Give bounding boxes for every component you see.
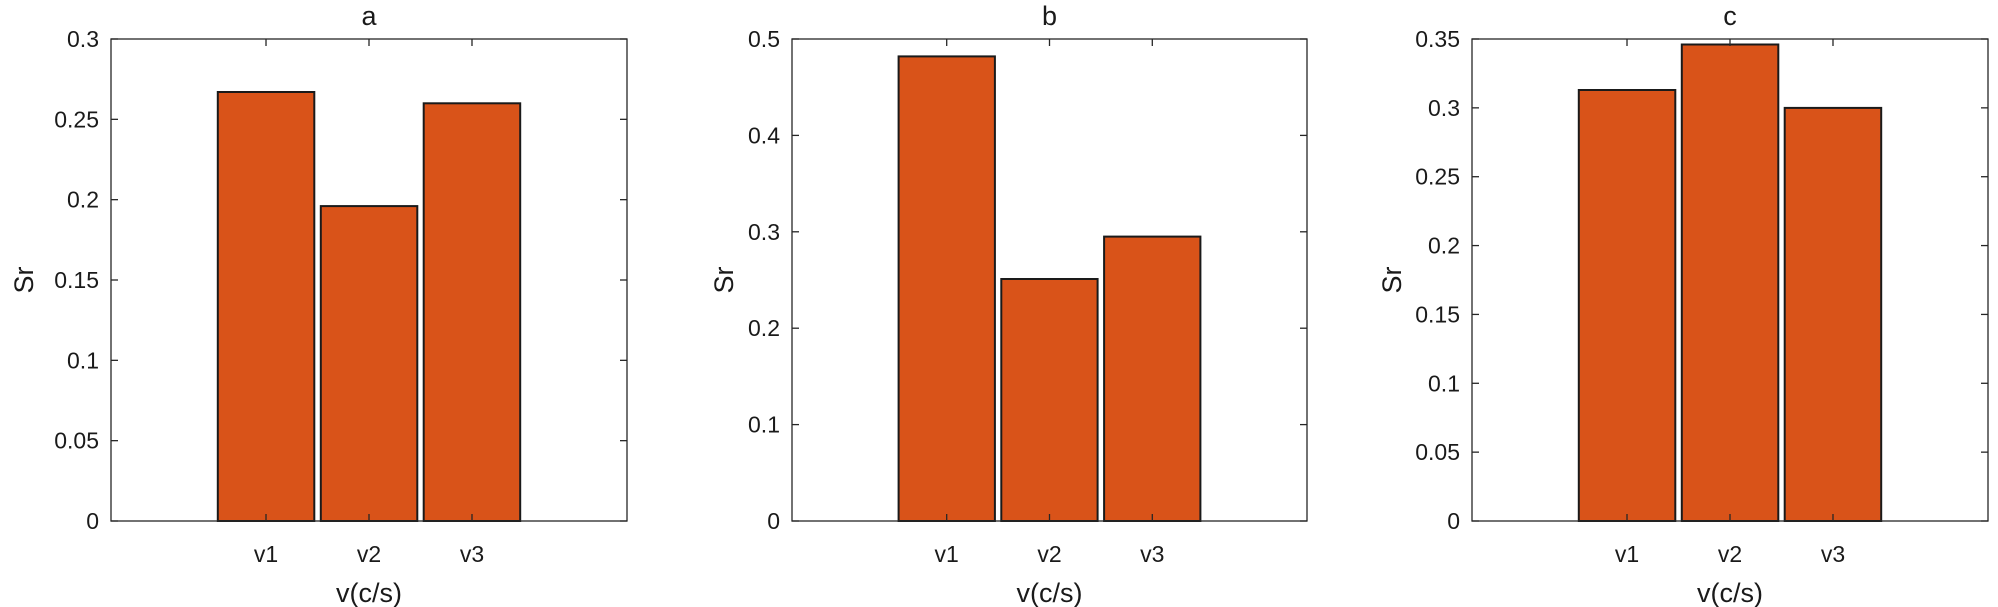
y-tick-label: 0.1 xyxy=(748,412,780,438)
chart-title: c xyxy=(1723,1,1737,31)
bar-v3 xyxy=(1103,235,1202,522)
y-axis-label: Sr xyxy=(9,266,39,293)
y-tick-label: 0 xyxy=(1447,508,1460,534)
panel-a: 0 0.05 0.1 0.15 0.2 0.25 0.3 v1 v2 v3 a v(c/s) Sr xyxy=(9,1,628,607)
y-tick-label: 0.2 xyxy=(1428,233,1460,259)
x-axis-label: v(c/s) xyxy=(1017,578,1083,607)
y-tick-label: 0.35 xyxy=(1415,26,1460,52)
chart-title: a xyxy=(361,1,377,31)
x-axis-label: v(c/s) xyxy=(1697,578,1763,607)
bar-v3 xyxy=(1783,106,1883,523)
y-tick-label: 0.15 xyxy=(54,267,99,293)
panel-b: 0 0.1 0.2 0.3 0.4 0.5 v1 v2 v3 b v(c/s) Sr xyxy=(709,1,1308,607)
x-tick-label: v2 xyxy=(1037,541,1061,567)
y-tick-label: 0.4 xyxy=(748,122,780,148)
bar-v3 xyxy=(422,102,522,523)
y-tick-label: 0.25 xyxy=(1415,164,1460,190)
y-tick-label: 0.5 xyxy=(748,26,780,52)
x-tick-label: v1 xyxy=(1615,541,1639,567)
chart-title: b xyxy=(1042,1,1057,31)
bar-v1 xyxy=(897,55,996,523)
y-tick-label: 0.3 xyxy=(748,219,780,245)
y-axis-label: Sr xyxy=(709,266,739,293)
y-tick-label: 0.1 xyxy=(1428,370,1460,396)
y-tick-label: 0.15 xyxy=(1415,301,1460,327)
bar-v2 xyxy=(1680,43,1780,522)
bar-v2 xyxy=(319,205,419,522)
x-tick-label: v3 xyxy=(460,541,484,567)
y-tick-label: 0.05 xyxy=(54,428,99,454)
x-tick-label: v1 xyxy=(935,541,959,567)
x-tick-label: v3 xyxy=(1140,541,1164,567)
bar-v1 xyxy=(216,91,316,522)
x-tick-label: v2 xyxy=(1718,541,1742,567)
y-tick-label: 0.3 xyxy=(67,26,99,52)
y-tick-label: 0.3 xyxy=(1428,95,1460,121)
y-tick-label: 0.25 xyxy=(54,106,99,132)
y-tick-label: 0 xyxy=(767,508,780,534)
x-axis-label: v(c/s) xyxy=(336,578,402,607)
x-tick-label: v3 xyxy=(1821,541,1845,567)
y-tick-label: 0.2 xyxy=(748,315,780,341)
y-tick-label: 0.2 xyxy=(67,187,99,213)
panel-c: 0 0.05 0.1 0.15 0.2 0.25 0.3 0.35 v1 v2 v3 c v(c/s) S… xyxy=(1377,1,1989,607)
y-tick-label: 0 xyxy=(86,508,99,534)
x-tick-label: v1 xyxy=(254,541,278,567)
y-tick-label: 0.05 xyxy=(1415,439,1460,465)
bar-v2 xyxy=(1000,278,1099,522)
y-tick-label: 0.1 xyxy=(67,347,99,373)
bar-v1 xyxy=(1577,89,1677,522)
x-tick-label: v2 xyxy=(357,541,381,567)
y-axis-label: Sr xyxy=(1377,266,1407,293)
